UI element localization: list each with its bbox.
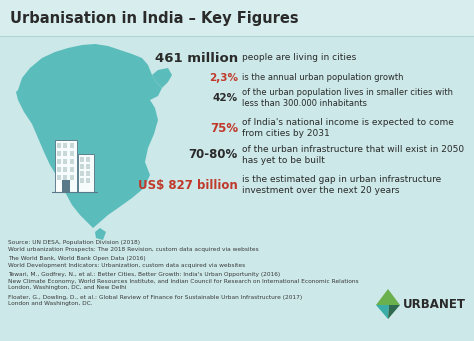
FancyBboxPatch shape	[70, 159, 74, 164]
FancyBboxPatch shape	[57, 175, 61, 180]
Text: 42%: 42%	[213, 93, 238, 103]
Polygon shape	[376, 305, 389, 319]
FancyBboxPatch shape	[86, 157, 90, 162]
FancyBboxPatch shape	[64, 175, 67, 180]
FancyBboxPatch shape	[0, 0, 474, 36]
FancyBboxPatch shape	[86, 178, 90, 183]
FancyBboxPatch shape	[57, 167, 61, 172]
Text: 70-80%: 70-80%	[189, 148, 238, 162]
FancyBboxPatch shape	[64, 143, 67, 148]
FancyBboxPatch shape	[64, 159, 67, 164]
Text: World urbanization Prospects: The 2018 Revision, custom data acquired via websit: World urbanization Prospects: The 2018 R…	[8, 247, 259, 252]
FancyBboxPatch shape	[62, 180, 70, 192]
Text: of India's national income is expected to come
from cities by 2031: of India's national income is expected t…	[242, 118, 454, 138]
FancyBboxPatch shape	[86, 164, 90, 169]
FancyBboxPatch shape	[78, 154, 94, 192]
FancyBboxPatch shape	[57, 151, 61, 156]
FancyBboxPatch shape	[70, 143, 74, 148]
Text: of the urban infrastructure that will exist in 2050
has yet to be built: of the urban infrastructure that will ex…	[242, 145, 464, 165]
Polygon shape	[152, 68, 172, 88]
Text: Tewari, M., Godfrey, N., et al.: Better Cities, Better Growth: India's Urban Opp: Tewari, M., Godfrey, N., et al.: Better …	[8, 272, 280, 277]
Text: 2,3%: 2,3%	[209, 73, 238, 83]
Text: The World Bank, World Bank Open Data (2016): The World Bank, World Bank Open Data (20…	[8, 256, 146, 261]
Text: is the estimated gap in urban infrastructure
investment over the next 20 years: is the estimated gap in urban infrastruc…	[242, 175, 441, 195]
Text: 75%: 75%	[210, 121, 238, 134]
Polygon shape	[376, 289, 400, 305]
FancyBboxPatch shape	[64, 151, 67, 156]
FancyBboxPatch shape	[70, 151, 74, 156]
Text: London and Washington, DC.: London and Washington, DC.	[8, 301, 92, 306]
FancyBboxPatch shape	[80, 157, 84, 162]
Polygon shape	[95, 228, 106, 240]
Text: Floater, G., Dowling, D., et al.: Global Review of Finance for Sustainable Urban: Floater, G., Dowling, D., et al.: Global…	[8, 295, 302, 299]
Text: 461 million: 461 million	[155, 51, 238, 64]
Text: URBANET: URBANET	[403, 297, 466, 311]
Text: Source: UN DESA, Population Division (2018): Source: UN DESA, Population Division (20…	[8, 240, 140, 245]
FancyBboxPatch shape	[70, 167, 74, 172]
FancyBboxPatch shape	[86, 171, 90, 176]
Polygon shape	[388, 305, 400, 319]
FancyBboxPatch shape	[70, 175, 74, 180]
Text: is the annual urban population growth: is the annual urban population growth	[242, 74, 403, 83]
FancyBboxPatch shape	[80, 164, 84, 169]
Polygon shape	[16, 44, 162, 228]
FancyBboxPatch shape	[57, 143, 61, 148]
Text: people are living in cities: people are living in cities	[242, 54, 356, 62]
FancyBboxPatch shape	[80, 171, 84, 176]
FancyBboxPatch shape	[80, 178, 84, 183]
Text: New Climate Economy, World Resources Institute, and Indian Council for Research : New Climate Economy, World Resources Ins…	[8, 279, 359, 283]
Text: London, Washington, DC, and New Delhi: London, Washington, DC, and New Delhi	[8, 285, 127, 290]
FancyBboxPatch shape	[57, 159, 61, 164]
Text: Urbanisation in India – Key Figures: Urbanisation in India – Key Figures	[10, 11, 299, 26]
Text: World Development Indicators: Urbanization, custom data acquired via websites: World Development Indicators: Urbanizati…	[8, 263, 245, 267]
FancyBboxPatch shape	[55, 140, 77, 192]
FancyBboxPatch shape	[64, 167, 67, 172]
Text: US$ 827 billion: US$ 827 billion	[138, 178, 238, 192]
Text: of the urban population lives in smaller cities with
less than 300.000 inhabitan: of the urban population lives in smaller…	[242, 88, 453, 108]
